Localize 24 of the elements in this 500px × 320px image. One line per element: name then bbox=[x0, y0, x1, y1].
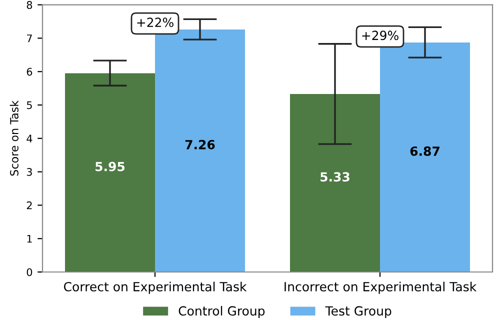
annotation: +29% bbox=[362, 30, 398, 40]
legend-label: Test Group bbox=[325, 306, 392, 318]
annotation: +22% bbox=[137, 18, 174, 28]
data-label: 7.26 bbox=[185, 140, 215, 150]
y-axis-title: Score on Task bbox=[10, 100, 18, 176]
bar bbox=[290, 94, 380, 272]
y-tick-label: 8 bbox=[26, 1, 32, 9]
y-tick-label: 0 bbox=[26, 268, 32, 276]
data-label: 5.95 bbox=[96, 162, 125, 172]
y-tick-label: 1 bbox=[27, 234, 32, 243]
bar bbox=[65, 73, 155, 272]
y-tick-label: 5 bbox=[26, 101, 32, 110]
data-label: 5.33 bbox=[320, 172, 350, 182]
y-tick-label: 2 bbox=[26, 201, 32, 210]
y-tick-label: 3 bbox=[26, 168, 32, 176]
y-tick-label: 4 bbox=[26, 134, 32, 142]
bar bbox=[380, 42, 470, 272]
x-tick-label: Correct on Experimental Task bbox=[64, 282, 247, 294]
x-tick-label: Incorrect on Experimental Task bbox=[284, 282, 477, 294]
bar bbox=[155, 30, 245, 272]
legend-label: Control Group bbox=[178, 306, 265, 318]
y-tick-label: 7 bbox=[27, 34, 32, 42]
y-tick-label: 6 bbox=[26, 68, 32, 76]
data-label: 6.87 bbox=[410, 146, 440, 156]
